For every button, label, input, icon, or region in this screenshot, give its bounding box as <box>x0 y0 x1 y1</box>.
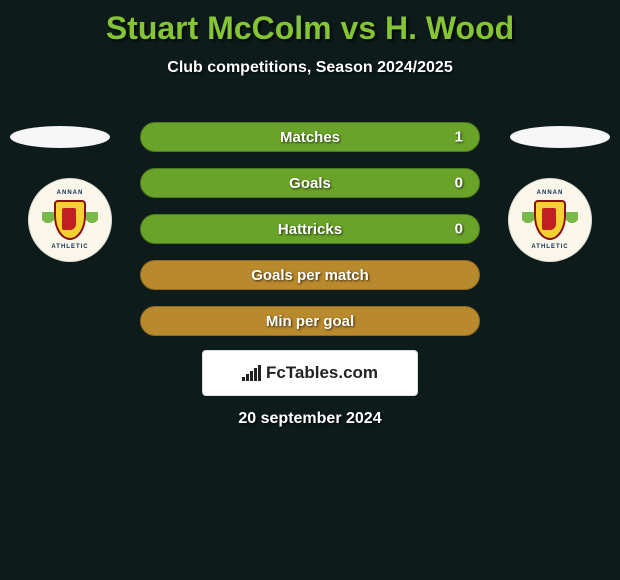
stat-row-goals-per-match: Goals per match <box>140 260 480 290</box>
player1-club-crest: ANNAN ATHLETIC <box>28 178 112 262</box>
brand-text: FcTables.com <box>266 363 378 383</box>
stat-row-min-per-goal: Min per goal <box>140 306 480 336</box>
footer-date: 20 september 2024 <box>0 410 620 428</box>
stat-label: Hattricks <box>278 221 342 238</box>
crest-text-top: ANNAN <box>520 190 580 196</box>
thistle-icon <box>86 212 98 226</box>
shield-icon <box>54 200 86 240</box>
stat-row-hattricks: Hattricks 0 <box>140 214 480 244</box>
crest-text-bottom: ATHLETIC <box>520 244 580 250</box>
thistle-icon <box>566 212 578 226</box>
thistle-icon <box>42 212 54 226</box>
page-title: Stuart McColm vs H. Wood <box>0 0 620 47</box>
crest-text-top: ANNAN <box>40 190 100 196</box>
stat-label: Goals per match <box>251 267 369 284</box>
shield-icon <box>534 200 566 240</box>
boot-icon <box>542 208 556 230</box>
thistle-icon <box>522 212 534 226</box>
barchart-icon <box>242 365 262 381</box>
boot-icon <box>62 208 76 230</box>
stat-label: Min per goal <box>266 313 354 330</box>
subtitle: Club competitions, Season 2024/2025 <box>0 59 620 77</box>
stat-label: Matches <box>280 129 340 146</box>
vs-sep: vs <box>332 10 385 46</box>
stat-rows: Matches 1 Goals 0 Hattricks 0 Goals per … <box>140 122 480 352</box>
player2-club-crest: ANNAN ATHLETIC <box>508 178 592 262</box>
stat-value-right: 0 <box>455 175 463 192</box>
player1-placeholder-ellipse <box>10 126 110 148</box>
stat-value-right: 0 <box>455 221 463 238</box>
brand-inner: FcTables.com <box>242 363 378 383</box>
player1-name: Stuart McColm <box>106 10 332 46</box>
stat-label: Goals <box>289 175 331 192</box>
stat-value-right: 1 <box>455 129 463 146</box>
brand-box: FcTables.com <box>202 350 418 396</box>
player2-placeholder-ellipse <box>510 126 610 148</box>
player2-name: H. Wood <box>385 10 514 46</box>
stat-row-matches: Matches 1 <box>140 122 480 152</box>
crest-text-bottom: ATHLETIC <box>40 244 100 250</box>
stat-row-goals: Goals 0 <box>140 168 480 198</box>
